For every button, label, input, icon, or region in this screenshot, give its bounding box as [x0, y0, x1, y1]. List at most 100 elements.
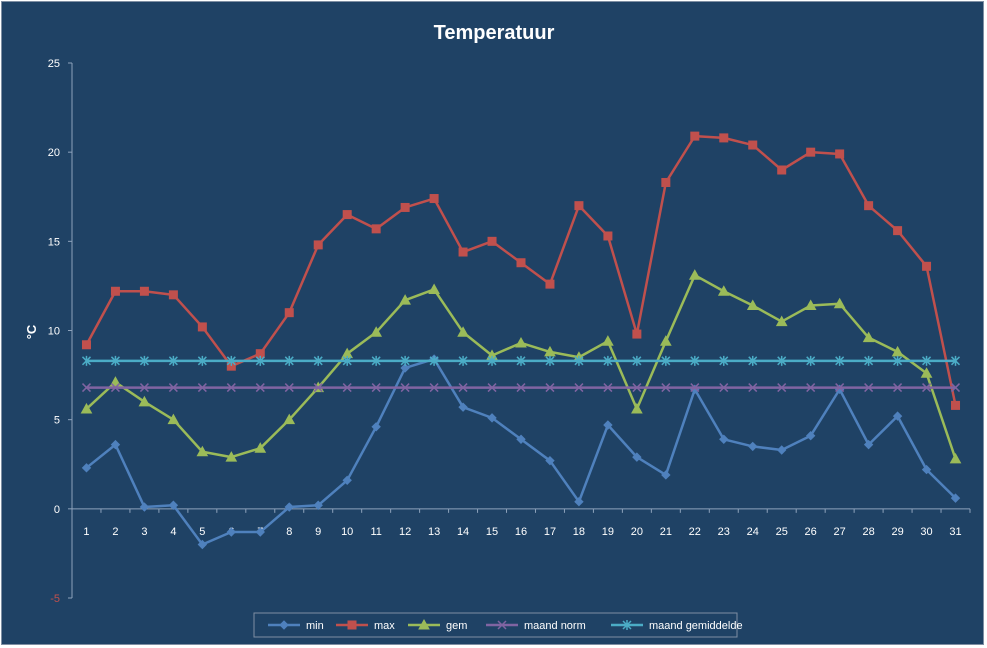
data-point — [602, 335, 614, 346]
data-point — [719, 383, 729, 393]
x-tick-label: 31 — [949, 526, 961, 538]
data-point — [835, 149, 845, 159]
x-tick-label: 9 — [315, 526, 321, 538]
data-point — [255, 527, 265, 537]
data-point — [690, 131, 700, 141]
data-point — [80, 402, 93, 414]
data-point — [371, 422, 381, 432]
data-point — [428, 283, 440, 294]
x-tick-label: 21 — [660, 526, 672, 538]
data-point — [226, 383, 236, 393]
legend-swatch-marker — [347, 620, 357, 630]
data-point — [516, 383, 526, 393]
data-point — [284, 502, 294, 512]
data-point — [429, 383, 439, 393]
data-point — [835, 383, 845, 393]
data-point — [516, 355, 526, 366]
series-group — [80, 131, 962, 550]
data-point — [545, 279, 555, 289]
legend-label: max — [374, 620, 395, 632]
data-point — [109, 376, 122, 387]
x-tick-label: 8 — [286, 526, 292, 538]
x-tick-label: 27 — [834, 526, 846, 538]
data-point — [516, 258, 526, 268]
x-tick-label: 16 — [515, 526, 527, 538]
data-point — [748, 441, 758, 452]
data-point — [197, 383, 207, 393]
data-point — [138, 395, 151, 407]
data-point — [168, 355, 178, 366]
data-point — [950, 355, 961, 366]
data-point — [777, 165, 787, 175]
x-tick-label: 11 — [370, 526, 381, 538]
data-point — [168, 383, 178, 393]
y-tick-label: 25 — [48, 58, 60, 70]
data-point — [863, 439, 874, 450]
data-point — [574, 355, 584, 366]
data-point — [949, 452, 962, 464]
data-point — [690, 383, 700, 393]
series-line — [85, 273, 957, 460]
data-point — [167, 413, 180, 425]
series-maand-norm — [81, 383, 961, 393]
data-point — [719, 355, 729, 366]
legend-swatch-marker — [418, 618, 430, 630]
data-point — [804, 299, 817, 311]
data-point — [632, 452, 642, 462]
data-point — [225, 451, 238, 462]
data-point — [284, 383, 294, 393]
data-point — [400, 363, 410, 373]
data-point — [950, 493, 961, 503]
data-point — [458, 402, 468, 412]
data-point — [545, 455, 555, 466]
data-point — [661, 470, 671, 480]
x-tick-label: 22 — [689, 526, 701, 538]
data-point — [110, 355, 120, 366]
data-point — [487, 236, 497, 246]
chart-title: Temperatuur — [434, 22, 555, 44]
data-point — [951, 400, 961, 410]
data-point — [603, 355, 613, 366]
legend-swatch-marker — [497, 620, 507, 630]
data-point — [458, 383, 468, 393]
data-point — [313, 355, 323, 366]
x-tick-label: 15 — [486, 526, 498, 538]
data-point — [284, 308, 294, 318]
data-point — [777, 355, 787, 366]
data-point — [833, 297, 846, 309]
y-tick-label: 20 — [48, 147, 60, 159]
data-point — [81, 463, 92, 473]
data-point — [342, 383, 352, 393]
data-point — [139, 286, 149, 296]
data-point — [168, 290, 178, 300]
data-point — [457, 326, 469, 337]
data-point — [313, 500, 323, 510]
series-min — [81, 354, 961, 550]
y-tick-label: 0 — [54, 504, 60, 516]
x-tick-label: 17 — [544, 526, 556, 538]
data-point — [139, 383, 149, 393]
data-point — [255, 355, 265, 366]
data-point — [283, 413, 296, 425]
data-point — [429, 194, 439, 204]
series-gem — [80, 269, 962, 464]
data-point — [922, 261, 932, 271]
data-point — [399, 294, 411, 305]
data-point — [168, 500, 179, 510]
data-point — [226, 527, 237, 537]
data-point — [197, 355, 207, 366]
data-point — [196, 445, 209, 457]
data-point — [342, 475, 352, 486]
data-point — [458, 355, 468, 366]
x-tick-label: 25 — [776, 526, 788, 538]
data-point — [400, 383, 410, 393]
data-point — [921, 464, 932, 475]
data-point — [892, 411, 903, 421]
series-maand-gemiddelde — [81, 355, 961, 366]
data-point — [429, 355, 439, 366]
x-tick-label: 28 — [862, 526, 874, 538]
series-max — [81, 131, 961, 410]
data-point — [719, 434, 729, 444]
data-point — [603, 231, 613, 241]
